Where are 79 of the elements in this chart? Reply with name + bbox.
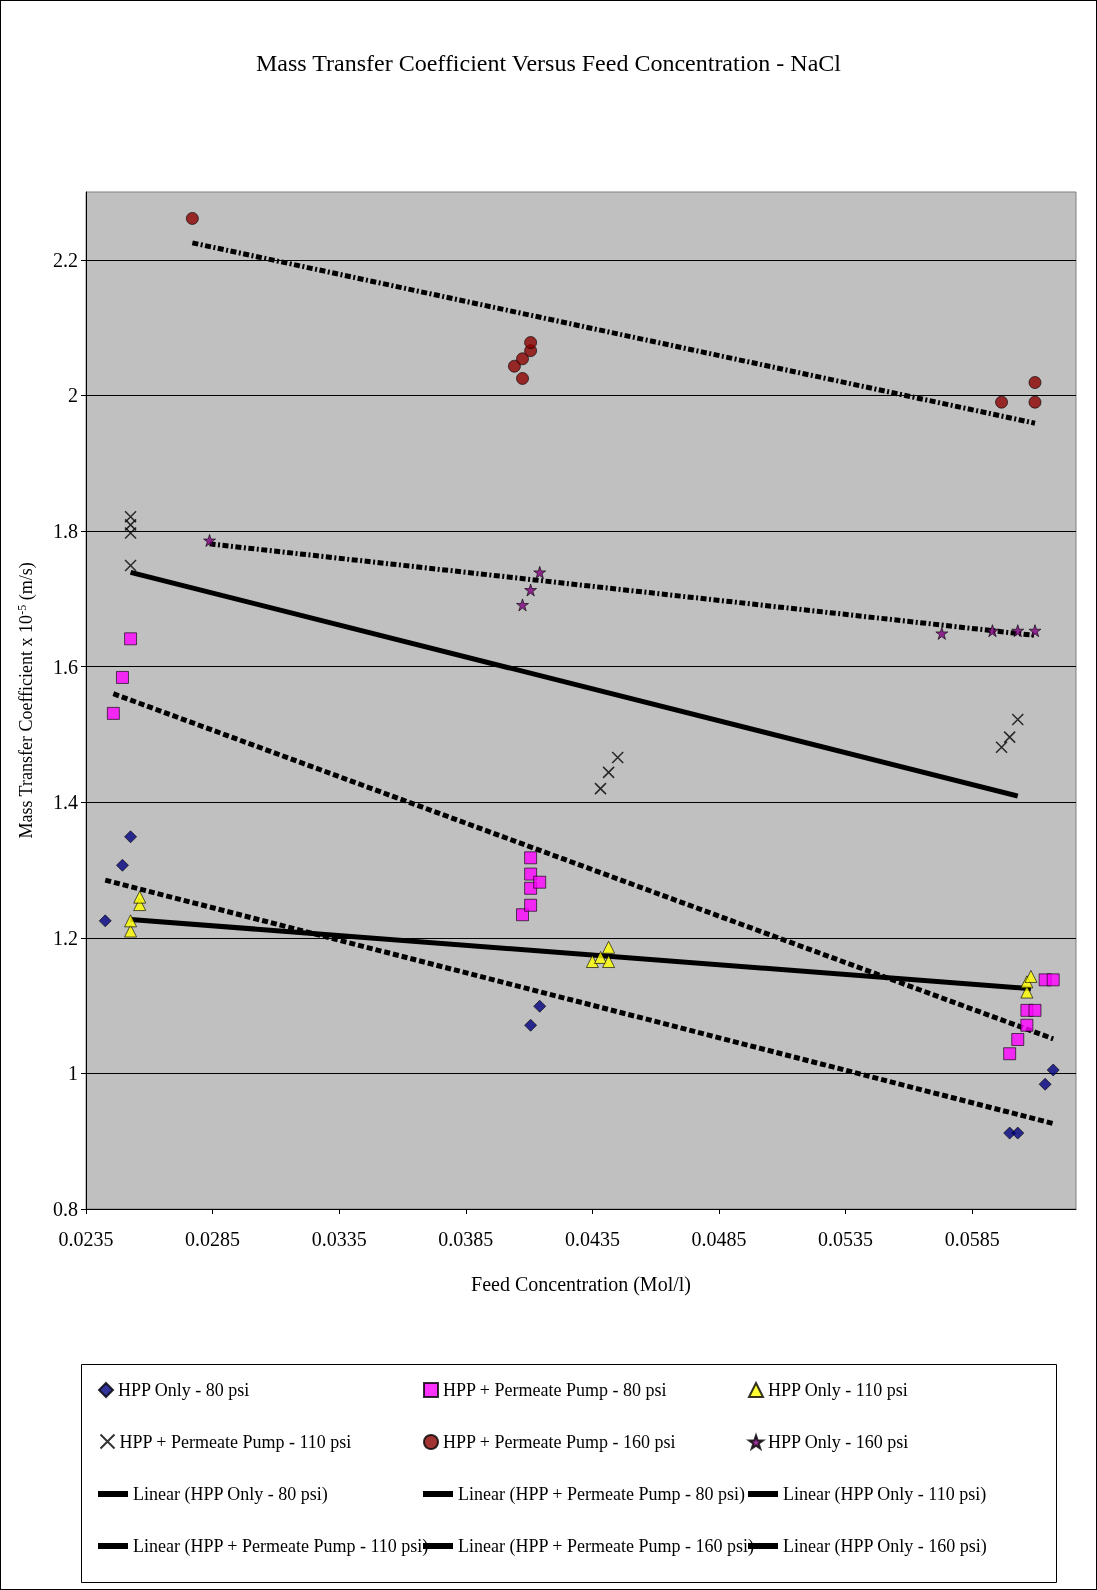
y-tick-label: 1.4 (53, 791, 78, 814)
x-tick-label: 0.0285 (185, 1228, 241, 1250)
y-tick-label: 0.8 (53, 1198, 78, 1220)
x-tick-label: 0.0535 (818, 1228, 874, 1250)
legend-label: HPP Only - 80 psi (118, 1380, 250, 1400)
point (986, 624, 999, 638)
y-tick-label: 1.6 (53, 655, 78, 678)
point (1011, 624, 1025, 638)
point (524, 336, 538, 349)
point (524, 1018, 538, 1032)
point (508, 359, 521, 373)
point (1011, 713, 1025, 726)
point (1028, 624, 1042, 638)
point (1003, 1047, 1017, 1061)
point (585, 955, 599, 968)
point (116, 671, 129, 684)
x-axis-title: Feed Concentration (Mol/l) (471, 1273, 691, 1296)
point (124, 914, 137, 928)
point (611, 751, 624, 764)
point (602, 766, 615, 779)
point (1046, 1063, 1060, 1077)
x-tick-label: 0.0385 (438, 1228, 494, 1250)
legend-label: HPP + Permeate Pump - 110 psi (119, 1431, 352, 1452)
point (533, 999, 547, 1013)
point (116, 858, 129, 872)
point (594, 951, 607, 964)
x-tick-label: 0.0335 (311, 1228, 367, 1250)
point (1046, 973, 1060, 987)
point (124, 632, 137, 646)
point (1028, 376, 1042, 389)
point (203, 534, 216, 547)
legend-label: Linear (HPP Only - 160 psi) (783, 1536, 987, 1557)
point (1028, 1003, 1042, 1017)
point (524, 583, 538, 597)
point (995, 395, 1008, 409)
legend-label: HPP + Permeate Pump - 160 psi (443, 1432, 676, 1452)
legend-label: Linear (HPP Only - 80 psi) (133, 1484, 328, 1505)
legend-label: HPP Only - 110 psi (768, 1380, 908, 1400)
y-axis-title: Mass Transfer Coefficient x 10-5 (m/s) (15, 562, 37, 839)
x-tick-label: 0.0485 (691, 1228, 747, 1250)
x-tick-label: 0.0585 (944, 1228, 1000, 1250)
y-tick-label: 1 (68, 1062, 78, 1085)
point (98, 914, 112, 928)
point (1028, 395, 1042, 409)
legend-label: HPP + Permeate Pump - 80 psi (443, 1380, 667, 1400)
x-tick-label: 0.0235 (58, 1228, 114, 1250)
point (1011, 1033, 1025, 1046)
point (124, 924, 137, 938)
point (594, 782, 607, 795)
legend-label: Linear (HPP Only - 110 psi) (783, 1484, 987, 1505)
point (516, 598, 529, 612)
point (106, 706, 120, 720)
point (1003, 730, 1016, 744)
point (185, 212, 199, 225)
legend-label: Linear (HPP + Permeate Pump - 80 psi) (458, 1484, 745, 1505)
y-tick-label: 1.8 (53, 520, 78, 542)
point (1020, 1018, 1034, 1032)
point (516, 352, 529, 366)
point (1024, 970, 1038, 983)
chart-title: Mass Transfer Coefficient Versus Feed Concentration - NaCl (255, 50, 842, 76)
point (124, 830, 137, 844)
point (1011, 1126, 1025, 1140)
point (995, 741, 1008, 754)
y-tick-label: 2 (68, 384, 78, 407)
point (124, 559, 137, 572)
point (516, 372, 529, 385)
point (133, 890, 147, 904)
point (1038, 1077, 1052, 1091)
y-tick-label: 2.2 (53, 248, 78, 271)
point (533, 565, 547, 579)
legend-label: HPP Only - 160 psi (768, 1432, 909, 1452)
x-tick-label: 0.0435 (564, 1228, 620, 1250)
point (602, 955, 615, 968)
point (602, 940, 615, 954)
point (524, 898, 538, 912)
point (524, 851, 538, 865)
y-tick-label: 1.2 (53, 926, 78, 949)
point (935, 626, 949, 640)
point (533, 875, 547, 889)
